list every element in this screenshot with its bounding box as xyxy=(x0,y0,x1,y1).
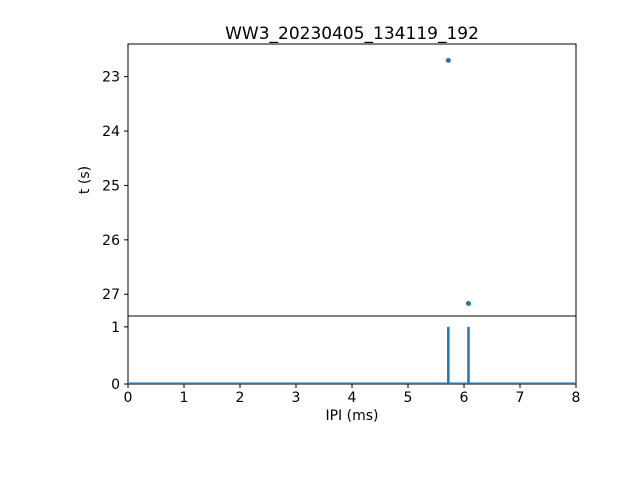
x-tick-label: 6 xyxy=(460,390,469,406)
bottom-subplot-frame xyxy=(127,315,577,385)
scatter-point xyxy=(445,57,451,63)
chart-title: WW3_20230405_134119_192 xyxy=(225,24,479,44)
y-tick-label: 1 xyxy=(111,320,120,336)
x-axis-label: IPI (ms) xyxy=(325,408,379,424)
y-tick-label: 25 xyxy=(102,178,120,194)
x-tick-label: 7 xyxy=(516,390,525,406)
x-tick-label: 5 xyxy=(404,390,413,406)
scatter-point xyxy=(465,300,471,306)
y-tick-label: 26 xyxy=(102,233,120,249)
y-tick-label: 0 xyxy=(111,377,120,393)
y-tick-label: 24 xyxy=(102,124,120,140)
x-tick-label: 0 xyxy=(124,390,133,406)
y-tick-label: 27 xyxy=(102,287,120,303)
y-tick-label: 23 xyxy=(102,70,120,86)
x-tick-label: 1 xyxy=(180,390,189,406)
top-subplot-frame xyxy=(127,43,577,317)
x-tick-label: 2 xyxy=(236,390,245,406)
x-tick-label: 4 xyxy=(348,390,357,406)
x-tick-label: 8 xyxy=(572,390,581,406)
x-tick-label: 3 xyxy=(292,390,301,406)
